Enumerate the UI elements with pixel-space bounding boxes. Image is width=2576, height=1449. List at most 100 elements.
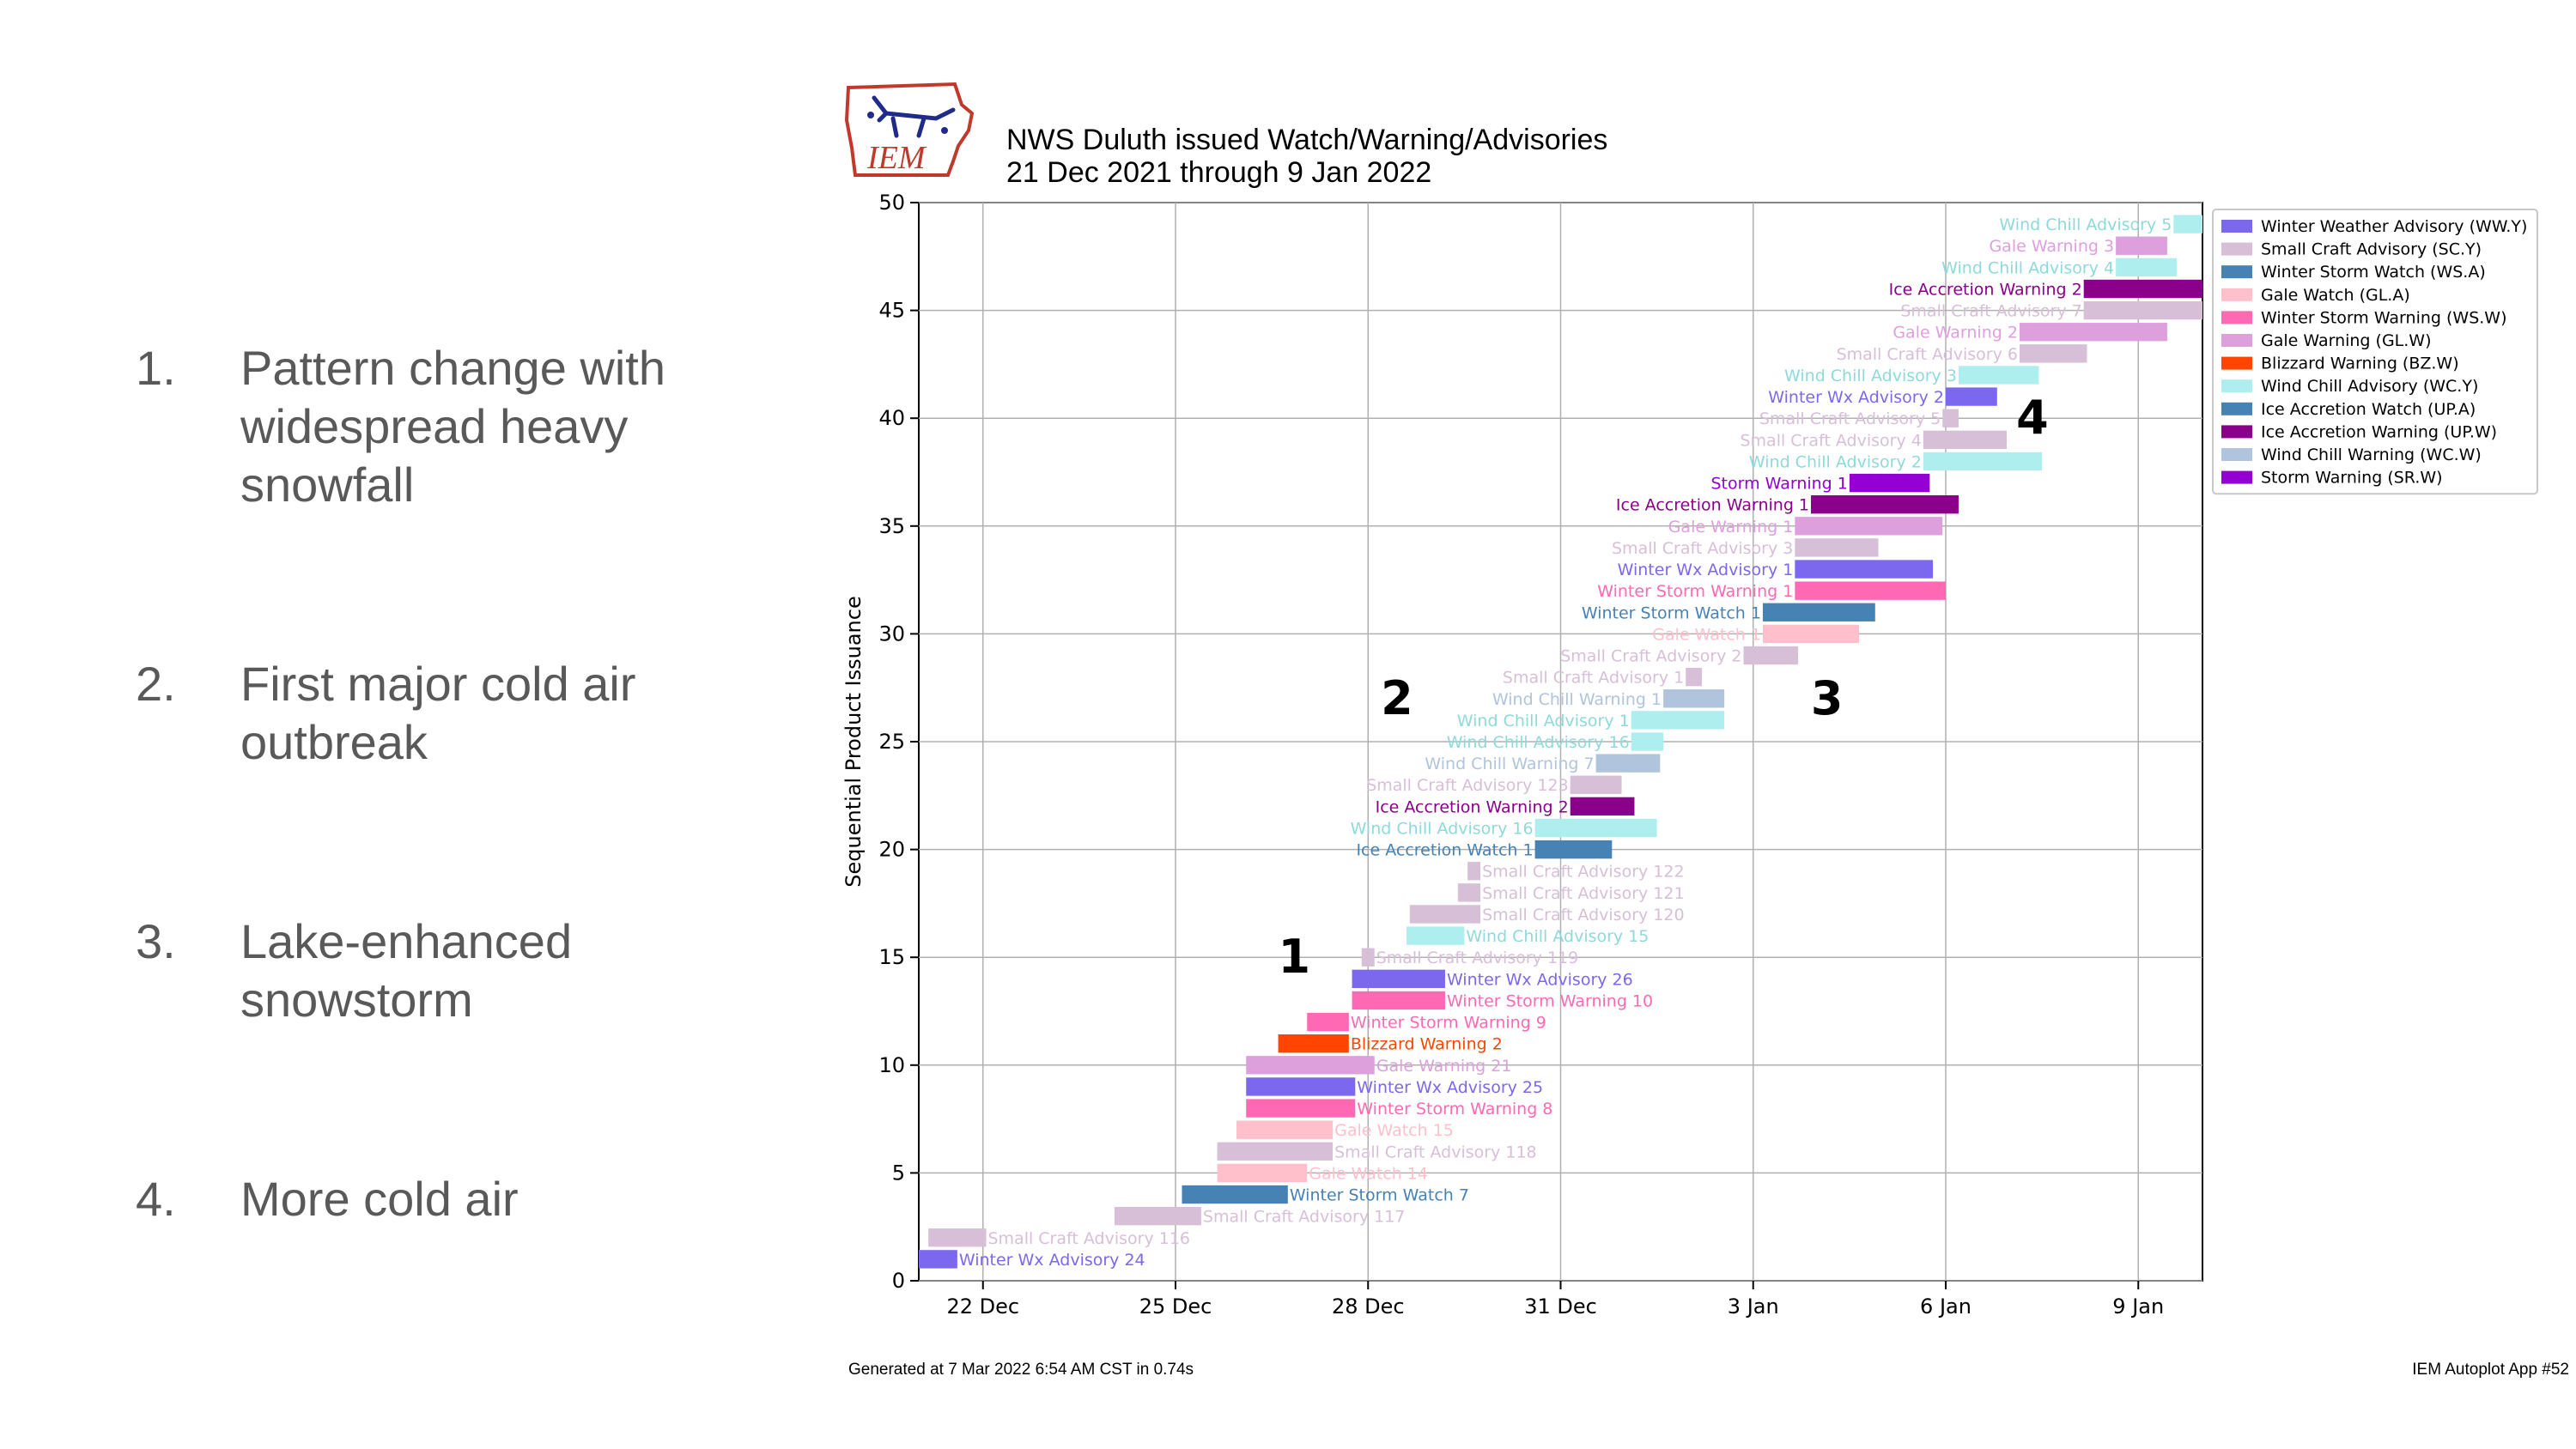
- bar-label: Wind Chill Advisory 16: [1351, 819, 1534, 838]
- bar-label: Gale Warning 21: [1376, 1057, 1512, 1076]
- bar-label: Small Craft Advisory 123: [1366, 776, 1569, 795]
- legend-entry-label: Small Craft Advisory (SC.Y): [2261, 240, 2482, 259]
- bar-gl-a: [1236, 1120, 1334, 1139]
- bar-bz-w: [1278, 1034, 1349, 1053]
- legend-swatch: [2221, 242, 2252, 256]
- bar-up-w: [1570, 797, 1635, 816]
- legend-entry-label: Ice Accretion Warning (UP.W): [2261, 422, 2497, 441]
- bar-label: Small Craft Advisory 3: [1612, 539, 1793, 558]
- bar-gl-a: [1217, 1163, 1308, 1183]
- bar-label: Small Craft Advisory 122: [1482, 863, 1685, 882]
- bar-gl-w: [1246, 1056, 1375, 1075]
- bar-label: Wind Chill Warning 7: [1425, 755, 1594, 773]
- x-tick-label: 31 Dec: [1524, 1294, 1597, 1319]
- bar-label: Wind Chill Advisory 5: [1999, 215, 2172, 234]
- bar-ww-y: [1246, 1077, 1356, 1096]
- period-annotation: 4: [2016, 391, 2049, 445]
- logo-text: IEM: [866, 140, 927, 176]
- y-tick-label: 30: [878, 621, 905, 646]
- bar-ws-a: [1182, 1185, 1288, 1204]
- legend-swatch: [2221, 265, 2252, 279]
- bar-label: Ice Accretion Warning 2: [1889, 280, 2082, 299]
- bar-gl-a: [1762, 624, 1860, 644]
- bar-ww-y: [919, 1250, 957, 1269]
- legend-entry-label: Winter Storm Watch (WS.A): [2261, 263, 2486, 282]
- bar-sc-y: [1686, 667, 1702, 687]
- legend-swatch: [2221, 334, 2252, 347]
- y-tick-label: 10: [878, 1053, 905, 1077]
- bar-label: Small Craft Advisory 118: [1334, 1143, 1537, 1161]
- y-tick-label: 40: [878, 406, 905, 430]
- slide-item-text: First major cold air outbreak: [240, 657, 636, 769]
- bar-label: Gale Watch 14: [1309, 1164, 1428, 1183]
- bar-label: Gale Warning 1: [1668, 518, 1794, 537]
- x-tick-label: 9 Jan: [2112, 1294, 2164, 1319]
- bar-label: Winter Storm Warning 9: [1351, 1014, 1546, 1033]
- slide-item-text: Lake-enhanced snowstorm: [240, 914, 573, 1027]
- bar-label: Wind Chill Advisory 3: [1784, 367, 1957, 385]
- legend-entry-label: Wind Chill Advisory (WC.Y): [2261, 377, 2478, 396]
- bar-sc-y: [1409, 905, 1481, 924]
- bar-label: Winter Storm Warning 8: [1357, 1100, 1552, 1119]
- legend-entry-label: Ice Accretion Watch (UP.A): [2261, 400, 2476, 419]
- legend-entry-label: Winter Storm Warning (WS.W): [2261, 308, 2507, 327]
- bar-label: Small Craft Advisory 121: [1482, 884, 1685, 903]
- bar-label: Winter Storm Warning 10: [1447, 991, 1653, 1010]
- bar-sc-y: [1467, 862, 1481, 881]
- iowa-state-outline-icon: IEM: [844, 82, 975, 177]
- y-tick-label: 5: [892, 1161, 905, 1185]
- bar-wc-w: [1663, 689, 1725, 708]
- x-tick-label: 3 Jan: [1728, 1294, 1779, 1319]
- bar-label: Gale Watch 1: [1652, 625, 1761, 644]
- bar-label: Small Craft Advisory 7: [1900, 302, 2081, 321]
- bar-sc-y: [1743, 646, 1799, 665]
- bar-label: Winter Storm Watch 7: [1290, 1186, 1469, 1205]
- slide-item-number: 3.: [136, 914, 176, 968]
- iem-logo: IEM: [841, 79, 979, 182]
- y-tick-label: 50: [878, 191, 905, 215]
- bar-wc-y: [1631, 711, 1725, 730]
- x-tick-label: 6 Jan: [1920, 1294, 1971, 1319]
- chart-subtitle: 21 Dec 2021 through 9 Jan 2022: [1006, 156, 1432, 189]
- bar-label: Small Craft Advisory 119: [1376, 949, 1579, 967]
- bar-ws-w: [1246, 1099, 1356, 1118]
- legend-entry-label: Gale Warning (GL.W): [2261, 331, 2432, 350]
- bar-ws-w: [1307, 1012, 1349, 1032]
- bar-label: Ice Accretion Warning 2: [1376, 797, 1569, 816]
- slide-item-text: Pattern change with widespread heavy sno…: [240, 341, 665, 512]
- bar-wc-w: [1595, 754, 1661, 773]
- bar-label: Winter Wx Advisory 26: [1447, 970, 1633, 989]
- bar-wc-y: [1406, 926, 1465, 945]
- bar-label: Small Craft Advisory 116: [987, 1229, 1190, 1248]
- bar-label: Wind Chill Warning 1: [1492, 690, 1662, 709]
- bar-sc-y: [1217, 1142, 1334, 1161]
- slide-item-number: 4.: [136, 1172, 176, 1226]
- bar-label: Wind Chill Advisory 15: [1466, 927, 1649, 946]
- bar-wc-y: [1923, 452, 2043, 471]
- x-tick-label: 28 Dec: [1332, 1294, 1405, 1319]
- bar-label: Gale Warning 3: [1989, 237, 2114, 256]
- bar-sc-y: [2083, 300, 2202, 320]
- legend-swatch: [2221, 379, 2252, 393]
- chart-title: NWS Duluth issued Watch/Warning/Advisori…: [1006, 124, 1608, 156]
- generated-note: Generated at 7 Mar 2022 6:54 AM CST in 0…: [848, 1361, 1194, 1379]
- slide-item-text: More cold air: [240, 1172, 519, 1226]
- legend-entry-label: Winter Weather Advisory (WW.Y): [2261, 217, 2527, 236]
- bar-wc-y: [1631, 732, 1664, 751]
- y-tick-label: 0: [892, 1269, 905, 1293]
- bar-ws-w: [1352, 991, 1445, 1010]
- bar-label: Storm Warning 1: [1710, 475, 1847, 494]
- legend-swatch: [2221, 356, 2252, 370]
- legend-swatch: [2221, 425, 2252, 439]
- bar-ww-y: [1946, 387, 1997, 406]
- period-annotation: 2: [1381, 671, 1413, 725]
- bar-label: Small Craft Advisory 1: [1503, 669, 1684, 688]
- bar-label: Wind Chill Advisory 4: [1941, 258, 2114, 277]
- bar-label: Small Craft Advisory 5: [1759, 409, 1941, 428]
- y-tick-label: 25: [878, 730, 905, 754]
- bar-sc-y: [2019, 344, 2087, 363]
- legend-box: [2212, 209, 2538, 495]
- slide-item-number: 2.: [136, 657, 176, 711]
- bar-up-a: [1534, 840, 1613, 859]
